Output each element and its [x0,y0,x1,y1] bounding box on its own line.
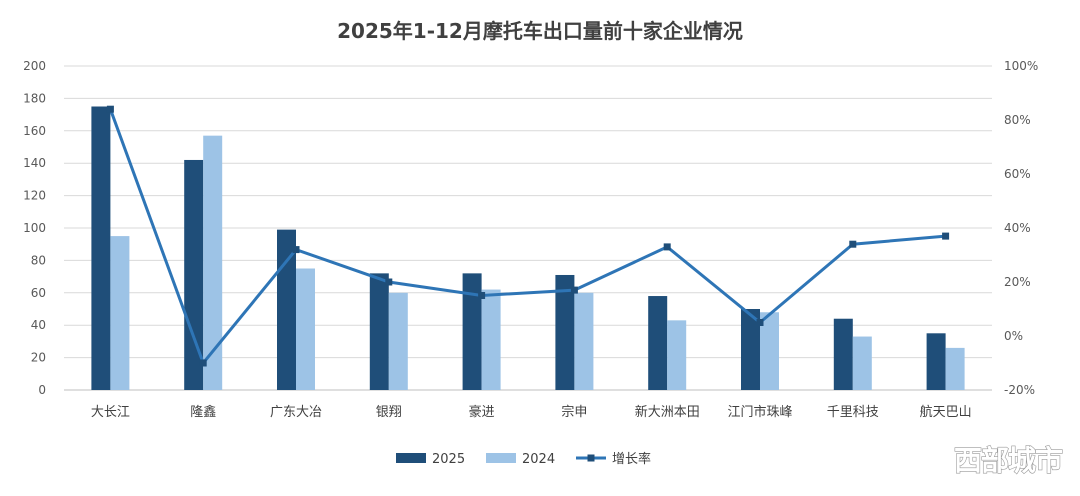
bar-2024 [760,312,779,390]
bar-2024 [667,320,687,390]
legend-label: 2025 [432,452,465,467]
legend[interactable]: 2025 2024 增长率 [396,451,651,467]
right-tick-label: 0% [1004,329,1023,343]
bar-2025 [833,318,853,390]
bar-2025 [926,333,946,390]
left-tick-label: 60 [31,286,46,300]
category-labels: 大长江 隆鑫 广东大冶 银翔 豪进 宗申 新大洲本田 江门市珠峰 千里科技 航天巴山 [91,404,972,420]
right-tick-label: 80% [1004,113,1031,127]
bar-2025 [555,274,575,390]
bar-2025 [277,229,296,390]
bar-2024 [945,347,965,390]
category-label: 千里科技 [827,405,879,420]
legend-label: 2024 [522,452,555,467]
growth-point [942,232,950,240]
bar-2025 [648,296,668,390]
growth-line [106,105,950,367]
bar-2024 [574,292,594,390]
right-tick-label: 40% [1004,221,1031,235]
watermark: 西部城市 [954,444,1063,477]
growth-point [849,240,857,248]
right-tick-label: 60% [1004,167,1031,181]
category-label: 航天巴山 [920,404,972,420]
legend-line-marker [587,454,595,462]
right-axis-ticks: -20% 0% 20% 40% 60% 80% 100% [1004,59,1038,397]
left-tick-label: 80 [31,253,46,267]
growth-point [570,286,578,294]
left-axis-ticks: 0 20 40 60 80 100 120 140 160 180 200 [23,59,46,397]
growth-line-path [108,108,946,366]
bar-2024 [203,135,223,390]
left-tick-label: 100 [23,221,46,235]
growth-point [292,246,300,254]
bar-2025 [91,106,111,390]
category-label: 隆鑫 [190,404,216,420]
left-tick-label: 200 [23,59,46,73]
bar-2025 [369,273,389,390]
bar-2024 [481,289,501,390]
bar-2024 [388,292,408,390]
right-tick-label: -20% [1004,383,1035,397]
bar-2025 [741,309,760,390]
category-label: 大长江 [91,405,130,420]
left-tick-label: 40 [31,318,46,332]
category-label: 银翔 [376,405,402,420]
right-tick-label: 100% [1004,59,1038,73]
left-tick-label: 0 [38,383,46,397]
legend-label: 增长率 [612,451,651,467]
bar-2024 [110,236,130,390]
category-label: 宗申 [561,404,587,420]
bar-2024 [852,336,872,390]
bar-2025 [184,159,204,390]
left-tick-label: 140 [23,156,46,170]
legend-swatch-2024 [486,453,516,463]
growth-point [756,319,764,326]
chart-title: 2025年1-12月摩托车出口量前十家企业情况 [337,19,743,43]
right-tick-label: 20% [1004,275,1031,289]
bar-2025 [462,273,482,390]
left-tick-label: 180 [23,91,46,105]
category-label: 新大洲本田 [635,404,700,420]
growth-point [478,292,486,299]
growth-point [385,278,393,286]
left-tick-label: 160 [23,124,46,138]
growth-point [106,105,114,113]
bars [91,106,965,390]
left-tick-label: 20 [31,351,46,365]
bar-2024 [296,268,315,390]
legend-swatch-2025 [396,453,426,463]
category-label: 江门市珠峰 [727,404,792,420]
growth-point [663,243,671,251]
category-label: 广东大冶 [270,405,322,420]
growth-point [199,359,207,367]
left-tick-label: 120 [23,189,46,203]
category-label: 豪进 [469,404,495,420]
